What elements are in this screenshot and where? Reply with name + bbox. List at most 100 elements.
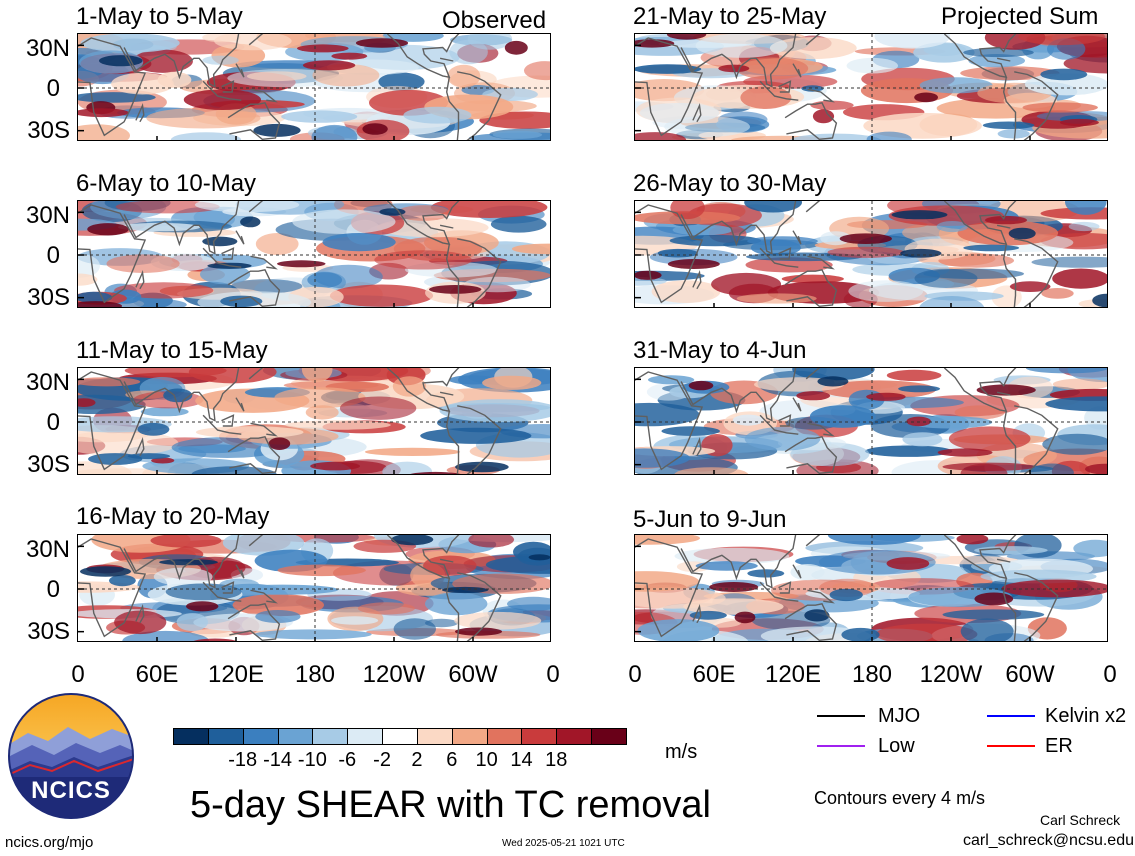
shear-anomaly-patch <box>117 222 201 232</box>
colorbar-swatch <box>312 728 349 745</box>
coastline <box>235 397 245 412</box>
colorbar-swatch <box>382 728 418 745</box>
colorbar-swatch <box>416 728 453 745</box>
shear-anomaly-patch <box>820 231 852 246</box>
coastline <box>759 581 799 602</box>
shear-anomaly-patch <box>865 445 953 457</box>
lat-label-30n: 30N <box>25 536 70 563</box>
shear-anomaly-core <box>982 121 1035 130</box>
shear-anomaly-patch <box>449 39 488 65</box>
shear-anomaly-patch <box>1073 539 1107 558</box>
lat-label-eq: 0 <box>46 242 60 269</box>
footer-email: carl_schreck@ncsu.edu <box>963 832 1134 849</box>
shear-anomaly-patch <box>396 205 451 221</box>
shear-field-map <box>635 201 1107 307</box>
coastline <box>386 368 460 413</box>
shear-anomaly-patch <box>195 426 304 439</box>
coastline <box>759 247 799 268</box>
ncics-logo: NCICS <box>8 693 134 819</box>
shear-anomaly-patch <box>150 535 222 548</box>
shear-anomaly-core <box>277 260 326 268</box>
shear-anomaly-patch <box>246 71 307 82</box>
shear-anomaly-patch <box>1009 281 1051 292</box>
coastline <box>227 102 281 140</box>
footer-author: Carl Schreck <box>1040 812 1121 828</box>
coastline <box>759 80 799 101</box>
shear-anomaly-patch <box>732 414 764 426</box>
shear-anomaly-patch <box>1045 396 1107 412</box>
shear-anomaly-patch <box>301 368 333 383</box>
shear-anomaly-patch <box>647 375 695 385</box>
shear-anomaly-patch <box>78 377 141 387</box>
shear-anomaly-patch <box>747 236 818 246</box>
logo-text: NCICS <box>31 777 111 804</box>
coastline <box>943 34 1017 79</box>
coastline <box>123 34 240 88</box>
lon-label-120e: 120E <box>207 661 265 688</box>
shear-anomaly-patch <box>382 461 433 474</box>
coastline <box>202 80 242 101</box>
shear-anomaly-patch <box>153 567 213 586</box>
lat-label-30n: 30N <box>25 369 70 396</box>
shear-anomaly-patch <box>848 280 924 302</box>
panel-title-proj-1: 21-May to 25-May <box>633 3 827 30</box>
coastline <box>635 538 704 638</box>
shear-anomaly-patch <box>635 535 700 545</box>
shear-anomaly-patch <box>254 629 372 640</box>
shear-anomaly-patch <box>78 124 130 140</box>
legend-label-er: ER <box>1045 735 1073 757</box>
shear-anomaly-patch <box>866 131 912 140</box>
lat-label-eq: 0 <box>46 409 60 436</box>
shear-anomaly-patch <box>957 220 1059 246</box>
shear-anomaly-patch <box>78 461 132 474</box>
coastline <box>996 224 1011 229</box>
shear-anomaly-core <box>829 588 863 602</box>
shear-anomaly-core <box>661 426 720 436</box>
coastline <box>807 88 835 103</box>
shear-anomaly-patch <box>292 209 396 234</box>
shear-anomaly-patch <box>454 611 542 630</box>
colorbar-label: 10 <box>475 749 498 771</box>
shear-anomaly-patch <box>954 405 1005 420</box>
shear-anomaly-core <box>976 384 1036 396</box>
shear-anomaly-core <box>202 236 238 247</box>
shear-anomaly-patch <box>968 54 1025 68</box>
shear-anomaly-core <box>310 461 360 471</box>
colorbar-swatch <box>242 728 279 745</box>
shear-anomaly-patch <box>78 394 146 414</box>
lat-label-30s: 30S <box>27 451 70 478</box>
shear-anomaly-core <box>99 55 143 67</box>
shear-anomaly-core <box>801 85 824 92</box>
coastline <box>439 558 454 563</box>
shear-anomaly-patch <box>392 376 427 397</box>
coastline <box>943 201 1017 246</box>
colorbar-label: -14 <box>263 749 292 771</box>
coastline <box>792 230 802 245</box>
coastline <box>784 269 838 307</box>
shear-anomaly-patch <box>1031 256 1107 268</box>
shear-anomaly-patch <box>960 618 1014 641</box>
colorbar-swatch <box>277 728 314 745</box>
shear-anomaly-patch <box>886 369 942 381</box>
coastline <box>221 247 235 260</box>
shear-anomaly-core <box>429 285 482 294</box>
shear-anomaly-patch <box>769 37 857 60</box>
shear-anomaly-patch <box>695 561 758 571</box>
shear-anomaly-core <box>635 39 675 48</box>
coastline <box>248 368 264 380</box>
shear-anomaly-core <box>796 391 831 401</box>
shear-anomaly-core <box>1085 463 1107 474</box>
shear-anomaly-patch <box>311 124 358 140</box>
shear-anomaly-core <box>866 392 906 401</box>
coastline <box>439 57 454 62</box>
observed-label: Observed <box>442 7 547 34</box>
shear-anomaly-patch <box>635 132 687 140</box>
shear-anomaly-patch <box>165 583 242 601</box>
shear-anomaly-patch <box>146 107 261 129</box>
shear-anomaly-patch <box>468 535 515 548</box>
coastline <box>78 204 147 304</box>
shear-anomaly-patch <box>439 399 550 423</box>
shear-anomaly-core <box>455 461 509 473</box>
lon-label-180: 180 <box>851 661 893 688</box>
shear-anomaly-patch <box>919 77 993 94</box>
